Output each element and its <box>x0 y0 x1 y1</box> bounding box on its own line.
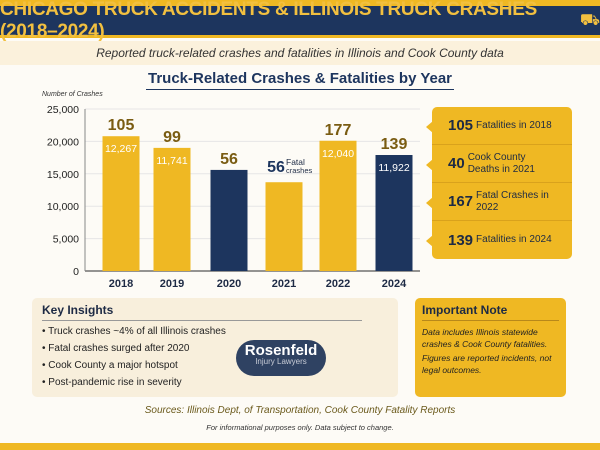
logo-tagline: Injury Lawyers <box>255 357 307 366</box>
top-stripe <box>0 0 600 6</box>
bar-top-label: 56 <box>267 159 285 176</box>
callout-item: 167 Fatal Crashes in 2022 <box>426 183 572 221</box>
bar-top-suffix: Fatal <box>286 157 305 167</box>
bar-chart: 0 5,000 10,000 15,000 20,000 25,000 2018 105 12,… <box>47 104 420 290</box>
y-tick-label: 20,000 <box>47 136 79 148</box>
bar-inner-label: 11,741 <box>156 155 187 167</box>
list-item: Post-pandemic rise in severity <box>42 377 388 394</box>
x-tick-label: 2018 <box>109 278 133 290</box>
y-tick-label: 10,000 <box>47 201 79 213</box>
bar-top-label: 105 <box>108 117 135 134</box>
insights-list: Truck crashes ~4% of all Illinois crashe… <box>42 326 388 394</box>
y-tick-label: 5,000 <box>53 234 79 246</box>
x-tick-label: 2019 <box>160 278 184 290</box>
bar-inner-label: 12,040 <box>322 148 354 160</box>
list-item: Truck crashes ~4% of all Illinois crashe… <box>42 326 388 343</box>
callout-item: 139 Fatalities in 2024 <box>426 221 572 259</box>
bar-2024 <box>375 155 413 271</box>
key-insights-panel: Key Insights Truck crashes ~4% of all Il… <box>32 298 398 397</box>
subtitle: Reported truck-related crashes and fatal… <box>0 41 600 65</box>
insights-title: Key Insights <box>42 303 362 321</box>
bar-2019 <box>153 147 191 271</box>
y-tick-label: 0 <box>73 266 79 278</box>
callout-text: Fatalities in 2024 <box>476 234 552 245</box>
logo-name: Rosenfeld <box>244 342 318 359</box>
disclaimer: For informational purposes only. Data su… <box>206 423 394 432</box>
bar-top-label: 99 <box>163 129 181 146</box>
y-tick-label: 25,000 <box>47 104 79 116</box>
bar-top-label: 139 <box>381 136 408 153</box>
callout-panel: 105 Fatalities in 2018 40 Cook County Deat… <box>426 107 572 259</box>
important-note-panel: Important Note Data includes Illinois st… <box>415 298 566 397</box>
y-tick-label: 15,000 <box>47 169 79 181</box>
callout-text: Fatalities in 2018 <box>476 119 552 131</box>
bar-inner-label: 11,922 <box>378 162 409 174</box>
note-title: Important Note <box>422 303 559 321</box>
x-tick-label: 2024 <box>382 278 407 290</box>
x-tick-label: 2021 <box>272 278 296 290</box>
chart-title-wrap: Truck-Related Crashes & Fatalities by Ye… <box>0 70 600 90</box>
y-axis-label: Number of Crashes <box>42 91 103 98</box>
note-text: Data includes Illinois statewide crashes… <box>422 327 548 349</box>
bar-2022 <box>319 140 357 271</box>
list-item: Cook County a major hotspot <box>42 360 388 377</box>
callout-number: 167 <box>448 193 474 210</box>
bar-top-label: 177 <box>325 122 352 139</box>
bottom-stripe <box>0 443 600 450</box>
chart-title: Truck-Related Crashes & Fatalities by Ye… <box>145 70 455 90</box>
callout-item: 40 Cook County Deaths in 2021 <box>426 145 572 183</box>
bar-2018 <box>102 136 140 271</box>
x-tick-label: 2020 <box>217 278 241 290</box>
page-title: CHICAGO TRUCK ACCIDENTS & ILLINOIS TRUCK… <box>0 0 537 42</box>
callout-text: Cook County Deaths in 2021 <box>467 151 535 175</box>
truck-icon: ⛟ <box>579 11 600 29</box>
callout-text: Fatal Crashes in 2022 <box>476 189 549 213</box>
callout-number: 139 <box>448 231 474 249</box>
bar-top-label: 56 <box>220 151 238 168</box>
rosenfeld-logo: Rosenfeld Injury Lawyers <box>236 340 326 376</box>
callout-item: 105 Fatalities in 2018 <box>426 107 572 145</box>
bar-inner-label: 12,267 <box>105 143 137 155</box>
callout-number: 105 <box>448 117 474 134</box>
header-banner: CHICAGO TRUCK ACCIDENTS & ILLINOIS TRUCK… <box>0 0 600 42</box>
callout-number: 40 <box>448 155 465 172</box>
x-tick-label: 2022 <box>326 278 350 290</box>
note-text: Figures are reported incidents, not lega… <box>422 353 552 375</box>
bar-2020 <box>210 169 248 271</box>
list-item: Fatal crashes surged after 2020 <box>42 343 388 360</box>
bar-top-suffix: crashes <box>286 166 313 175</box>
bar-2021 <box>265 182 303 271</box>
sources: Sources: Illinois Dept, of Transportatio… <box>144 405 456 416</box>
